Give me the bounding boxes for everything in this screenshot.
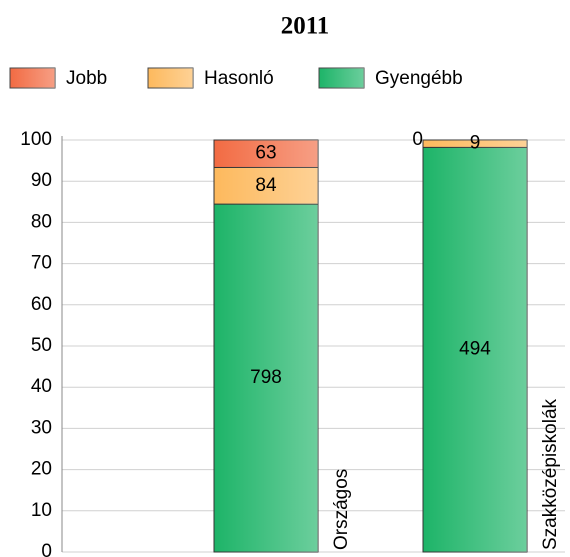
y-tick-label: 10 <box>31 500 52 521</box>
legend-label: Jobb <box>66 68 107 89</box>
data-label: 63 <box>255 143 276 164</box>
bar-shine <box>214 167 318 205</box>
data-label: 494 <box>459 339 491 360</box>
legend-swatch-shine <box>319 68 364 88</box>
y-tick-label: 60 <box>31 294 52 315</box>
data-label: 9 <box>470 133 481 154</box>
y-tick-label: 50 <box>31 335 52 356</box>
bar-shine <box>423 140 527 148</box>
y-tick-label: 100 <box>20 129 52 150</box>
x-tick-label: Szakközépiskolák <box>540 398 561 550</box>
chart-title: 2011 <box>281 13 330 40</box>
legend-swatch-shine <box>148 68 193 88</box>
bar-shine <box>214 140 318 168</box>
y-tick-label: 80 <box>31 211 52 232</box>
legend-swatch-shine <box>10 68 55 88</box>
y-tick-label: 90 <box>31 170 52 191</box>
bar-shine <box>214 204 318 553</box>
data-label: 84 <box>255 175 277 196</box>
y-tick-label: 30 <box>31 417 52 438</box>
data-label: 798 <box>250 367 282 388</box>
y-tick-label: 40 <box>31 376 52 397</box>
data-label: 0 <box>412 129 423 150</box>
y-tick-label: 20 <box>31 459 52 480</box>
legend-label: Hasonló <box>204 68 274 89</box>
legend-label: Gyengébb <box>375 68 463 89</box>
x-tick-label: Országos <box>331 469 352 550</box>
y-tick-label: 70 <box>31 253 52 274</box>
y-tick-label: 0 <box>41 541 52 557</box>
bar-shine <box>423 147 527 552</box>
